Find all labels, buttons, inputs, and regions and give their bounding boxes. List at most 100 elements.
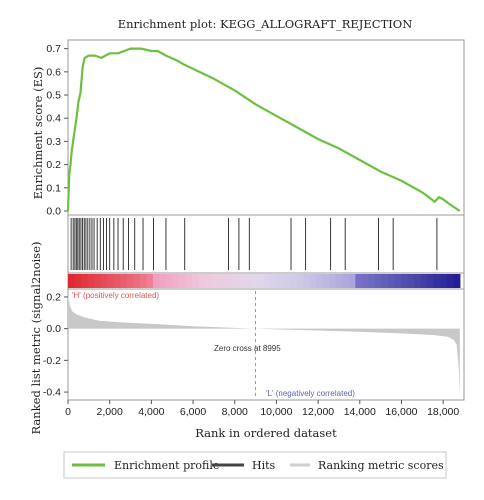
- ranking-color-bar: [67, 272, 465, 290]
- color-bar-cell: [283, 274, 291, 288]
- es-panel: 0.0 0.1 0.2 0.3 0.4 0.5 0.6 0.7: [46, 39, 465, 218]
- color-bar-cell: [401, 274, 409, 288]
- x-tick-label: 2,000: [97, 406, 123, 418]
- color-bar-cell: [420, 274, 428, 288]
- color-bar-cell: [185, 274, 193, 288]
- x-tick-label: 16,000: [385, 406, 417, 418]
- color-bar-cell: [335, 274, 343, 288]
- rank-y-tick-label: -0.4: [43, 387, 61, 399]
- color-bar-cell: [361, 274, 370, 288]
- x-axis-label: Rank in ordered dataset: [195, 426, 337, 440]
- x-tick-label: 8,000: [222, 406, 248, 418]
- rank-y-tick-label: 0.2: [46, 291, 61, 303]
- ranked-metric-panel: 0.2 0.0 -0.2 -0.4 Zero cross at 8995 'H' (p…: [43, 288, 465, 401]
- rank-y-axis-label: Ranked list metric (signal2noise): [29, 241, 43, 434]
- color-bar-cell: [263, 274, 272, 288]
- color-bar-cell: [433, 274, 441, 288]
- positive-correlation-label: 'H' (positively correlated): [72, 291, 159, 300]
- color-bar-cell: [192, 274, 200, 288]
- color-bar-cell: [231, 274, 239, 288]
- x-tick-label: 10,000: [260, 406, 292, 418]
- color-bar-cell: [81, 274, 89, 288]
- color-bar-cell: [296, 274, 304, 288]
- color-bar-cell: [316, 274, 324, 288]
- color-bar-cell: [133, 274, 141, 288]
- color-bar-cell: [309, 274, 317, 288]
- es-line: [66, 47, 461, 212]
- es-y-tick-label: 0.7: [46, 43, 61, 55]
- es-y-ticks: 0.0 0.1 0.2 0.3 0.4 0.5 0.6 0.7: [46, 43, 68, 218]
- x-tick-label: 4,000: [138, 406, 164, 418]
- legend-frame: [63, 451, 447, 479]
- color-bar-cell: [303, 274, 311, 288]
- rank-y-ticks: 0.2 0.0 -0.2 -0.4: [43, 291, 68, 399]
- color-bar-cell: [211, 274, 219, 288]
- rank-y-tick-label: -0.2: [43, 355, 61, 367]
- color-bar-cell: [159, 274, 167, 288]
- es-panel-frame: [67, 39, 465, 216]
- hits-panel-frame: [67, 214, 465, 274]
- color-bar-cell: [427, 274, 435, 288]
- color-bar-cell: [322, 274, 330, 288]
- color-bar-cell: [198, 274, 206, 288]
- color-bar-cell: [126, 274, 134, 288]
- color-bar-cell: [94, 274, 102, 288]
- color-bar-cell: [244, 274, 252, 288]
- color-bar-cell: [87, 274, 95, 288]
- color-bar-cell: [100, 274, 108, 288]
- color-bar-cell: [218, 274, 226, 288]
- negative-correlation-label: 'L' (negatively correlated): [266, 389, 355, 398]
- color-bar-cell: [407, 274, 415, 288]
- color-bar-cell: [276, 274, 285, 288]
- color-bar-cell: [348, 274, 356, 288]
- chart-title: Enrichment plot: KEGG_ALLOGRAFT_REJECTIO…: [118, 17, 413, 31]
- color-bar-cell: [165, 274, 174, 288]
- es-y-tick-label: 0.1: [46, 182, 61, 194]
- color-bar-cell: [381, 274, 389, 288]
- color-bar-cell: [74, 274, 82, 288]
- legend-label-ranking-metric-scores: Ranking metric scores: [318, 459, 444, 472]
- color-bar-cell: [113, 274, 121, 288]
- color-bar-cell: [414, 274, 422, 288]
- color-bar-cell: [172, 274, 180, 288]
- legend-label-enrichment-profile: Enrichment profile: [114, 459, 219, 472]
- x-tick-label: 12,000: [302, 406, 334, 418]
- color-bar-cell: [107, 274, 115, 288]
- x-tick-label: 6,000: [180, 406, 206, 418]
- color-bar-cell: [237, 274, 245, 288]
- color-bar-cell: [205, 274, 213, 288]
- es-y-tick-label: 0.3: [46, 136, 61, 148]
- color-bar-cell: [179, 274, 187, 288]
- color-bar-cell: [440, 274, 448, 288]
- color-bar-cell: [257, 274, 265, 288]
- es-y-tick-label: 0.5: [46, 90, 61, 102]
- hits-panel: [67, 214, 465, 274]
- color-bar-cell: [68, 274, 76, 288]
- es-y-tick-label: 0.6: [46, 66, 61, 78]
- color-bar-cell: [453, 274, 461, 288]
- es-y-tick-label: 0.0: [46, 206, 61, 218]
- color-bar-cell: [446, 274, 454, 288]
- x-axis: 0 2,000 4,000 6,000 8,000 10,000 12,000 14,000 1…: [65, 400, 459, 418]
- zero-cross-label: Zero cross at 8995: [214, 344, 281, 353]
- color-bar-cell: [387, 274, 396, 288]
- rank-panel-frame: [67, 288, 465, 401]
- color-bar-cell: [152, 274, 161, 288]
- hit-lines: [70, 218, 438, 270]
- color-bar-cell: [120, 274, 128, 288]
- color-bar-cells: [68, 274, 461, 288]
- rank-y-tick-label: 0.0: [46, 323, 61, 335]
- color-bar-cell: [146, 274, 154, 288]
- color-bar-cell: [368, 274, 376, 288]
- color-bar-cell: [394, 274, 402, 288]
- color-bar-cell: [374, 274, 383, 288]
- es-y-tick-label: 0.4: [46, 113, 61, 125]
- color-bar-cell: [250, 274, 258, 288]
- es-y-tick-label: 0.2: [46, 159, 61, 171]
- x-tick-label: 0: [65, 406, 71, 418]
- legend: Enrichment profile Hits Ranking metric s…: [63, 451, 447, 479]
- color-bar-cell: [355, 274, 363, 288]
- color-bar-cell: [139, 274, 147, 288]
- color-bar-cell: [342, 274, 350, 288]
